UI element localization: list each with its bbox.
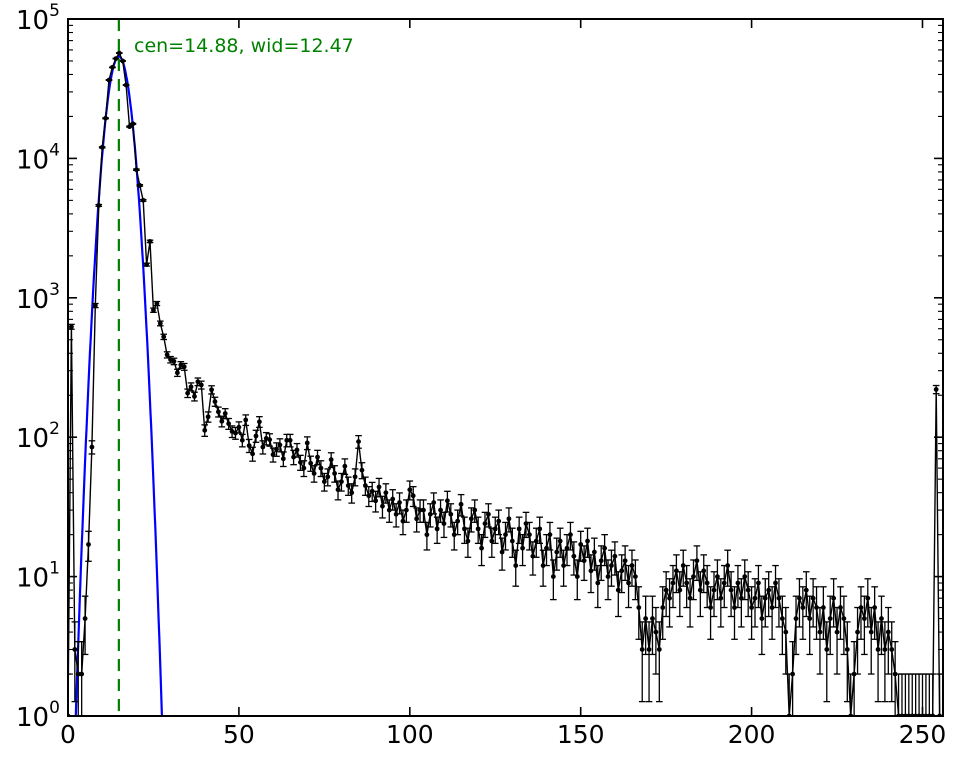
x-tick-label: 150 [557,720,605,749]
y-tick-label: 105 [16,1,60,36]
y-tick-label: 100 [16,698,60,733]
y-tick-label: 103 [16,280,60,315]
y-tick-label: 104 [16,140,60,175]
data-series-errorbars [68,50,943,716]
fit-annotation-text: cen=14.88, wid=12.47 [134,35,354,57]
x-tick-label: 0 [60,720,76,749]
axes-frame-and-ticks [67,18,944,717]
x-tick-label: 200 [728,720,776,749]
x-tick-label: 50 [223,720,255,749]
tick-labels: 0 50 100 150 200 250 100 101 102 103 104 105 [16,1,946,749]
y-tick-label: 101 [16,559,60,594]
x-tick-label: 250 [899,720,947,749]
x-tick-label: 100 [386,720,434,749]
gaussian-fit-curve [74,55,164,716]
y-tick-label: 102 [16,419,60,454]
